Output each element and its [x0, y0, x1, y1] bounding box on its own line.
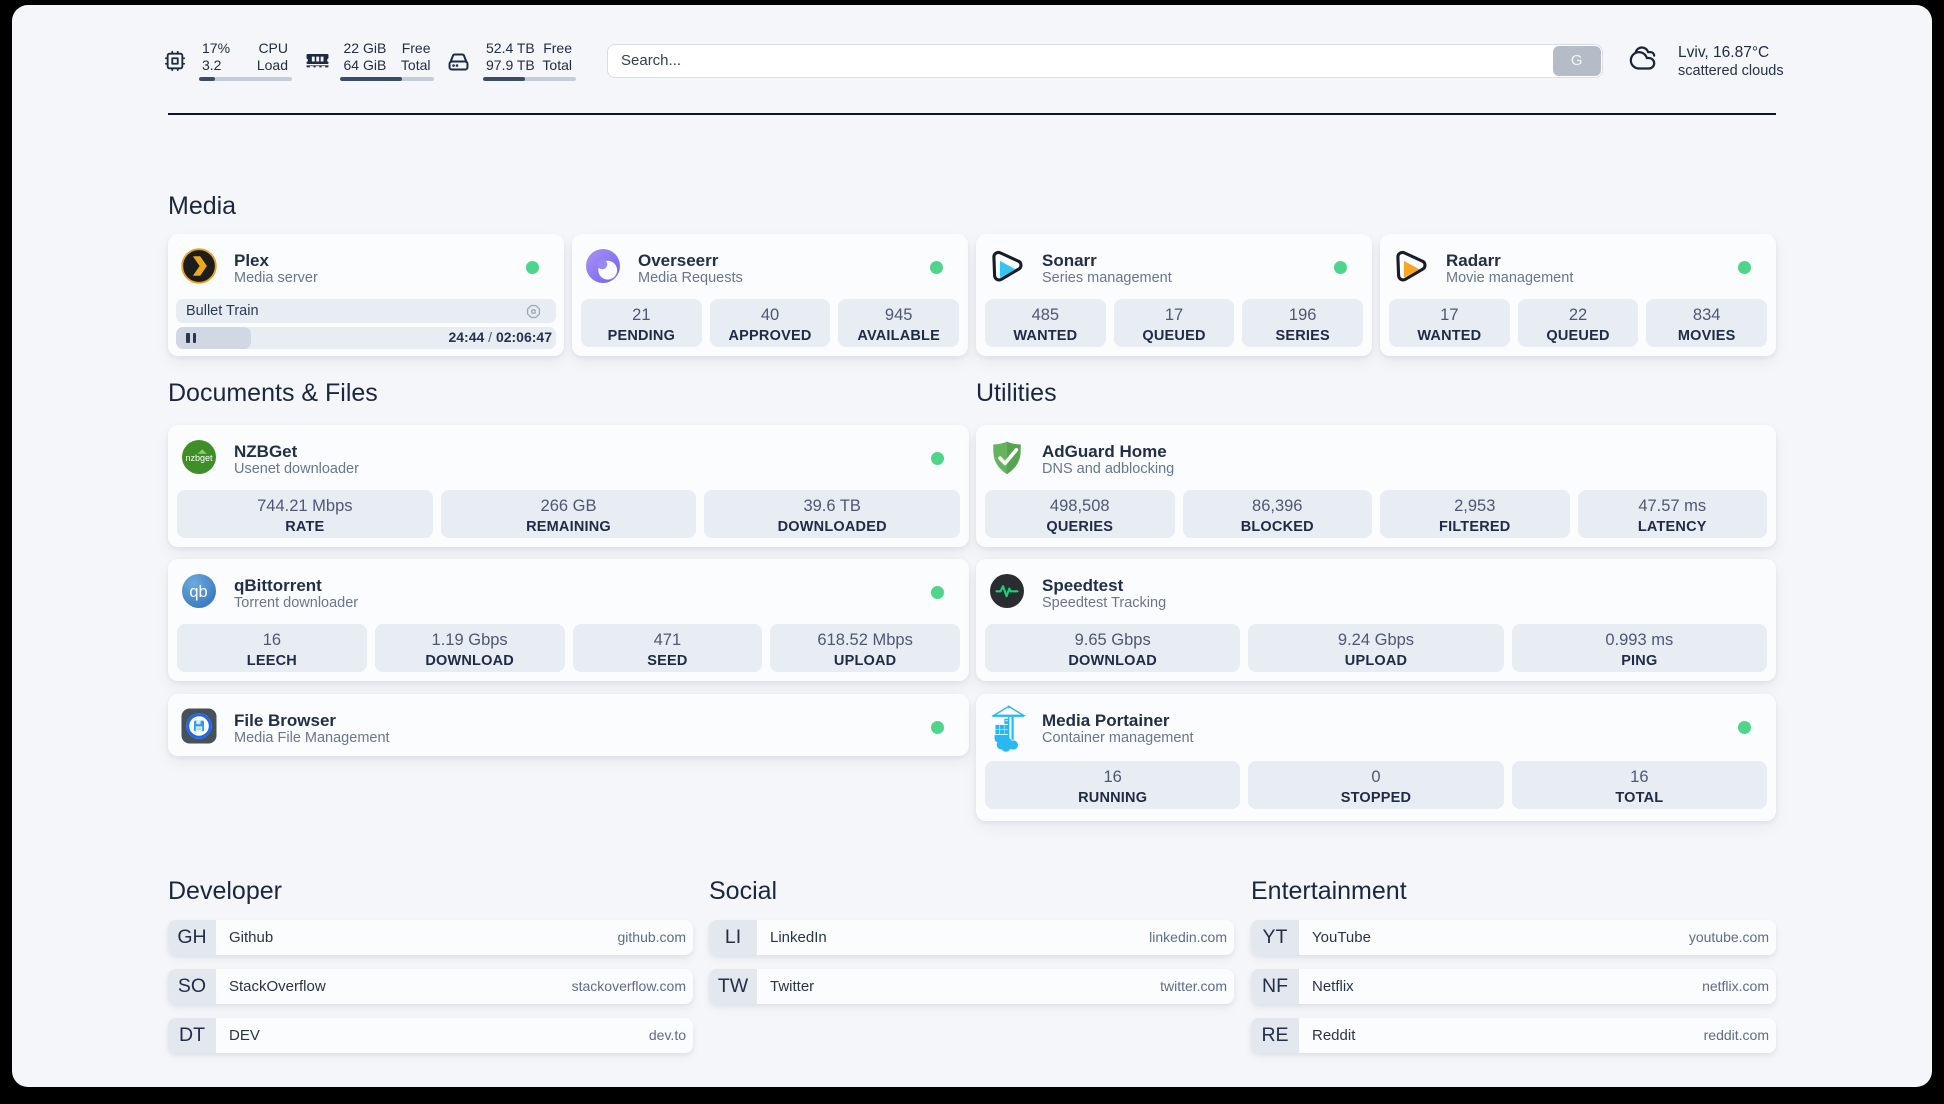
svg-text:qb: qb [189, 583, 207, 601]
svg-text:nzbget: nzbget [185, 453, 213, 463]
